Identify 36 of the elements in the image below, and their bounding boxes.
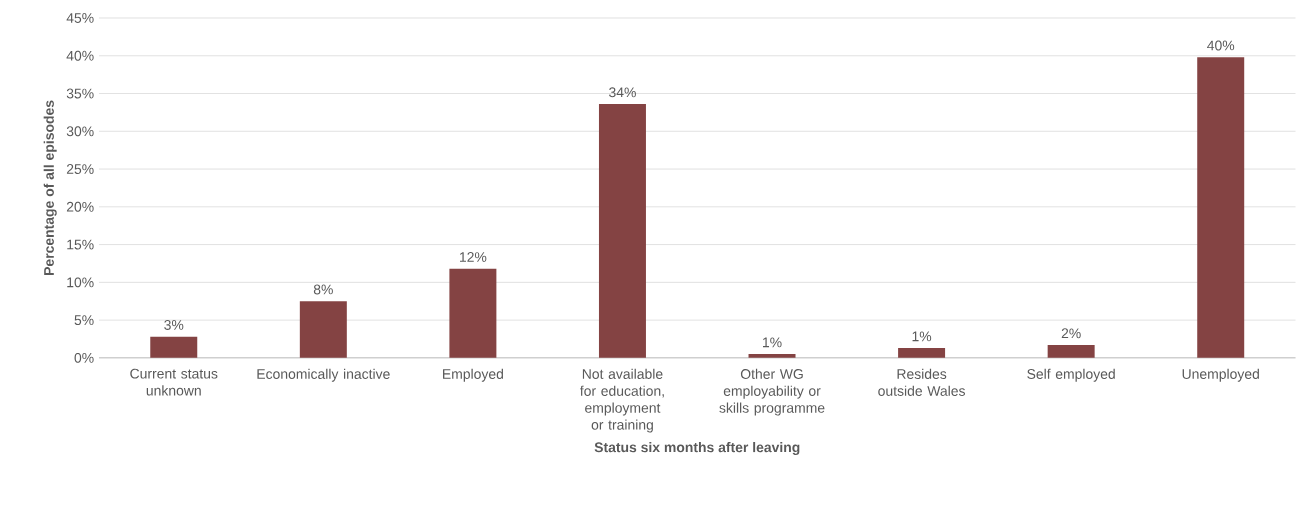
bar <box>1047 345 1095 358</box>
bar <box>150 336 198 358</box>
x-tick-label: Resides outside Wales <box>878 368 965 396</box>
bar <box>1197 57 1245 358</box>
x-tick-label: Not available for education, employment or training <box>580 368 664 433</box>
x-tick-label: Other WG employability or skills programme <box>719 368 825 416</box>
data-label: 1% <box>763 337 782 348</box>
y-tick-label: 5% <box>74 315 94 326</box>
y-axis-title: Percentage of all episodes <box>43 100 57 276</box>
data-label: 1% <box>912 331 932 342</box>
data-label: 12% <box>460 252 487 262</box>
x-tick-label: Unemployed <box>1182 368 1259 382</box>
x-tick-label: Current status unknown <box>130 368 218 396</box>
y-tick-label: 20% <box>66 201 94 212</box>
data-label: 3% <box>164 320 184 330</box>
y-tick-label: 15% <box>67 239 94 250</box>
x-tick-label: Employed <box>443 368 503 382</box>
data-label: 2% <box>1061 328 1081 339</box>
bar <box>449 268 497 358</box>
bar <box>598 104 646 358</box>
y-tick-label: 45% <box>66 13 94 23</box>
bar <box>898 348 946 358</box>
data-label: 8% <box>313 284 333 295</box>
x-tick-label: Self employed <box>1027 368 1115 382</box>
y-tick-label: 25% <box>66 164 94 175</box>
data-label: 34% <box>609 87 636 98</box>
y-tick-label: 35% <box>66 88 94 99</box>
bar <box>299 301 347 358</box>
y-tick-label: 0% <box>74 353 94 363</box>
x-tick-label: Economically inactive <box>257 368 390 382</box>
x-axis-title: Status six months after leaving <box>594 442 800 456</box>
y-tick-label: 30% <box>66 126 94 137</box>
y-tick-label: 40% <box>66 50 94 61</box>
data-label: 40% <box>1207 40 1235 51</box>
bar <box>748 354 796 358</box>
y-tick-label: 10% <box>67 277 94 288</box>
